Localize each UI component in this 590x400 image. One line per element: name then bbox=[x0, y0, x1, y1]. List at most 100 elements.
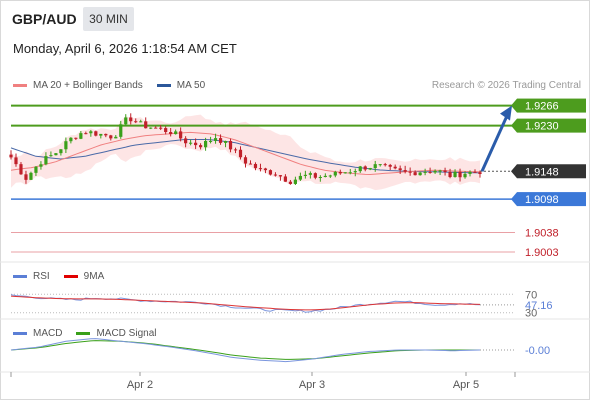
candle-body bbox=[194, 142, 198, 146]
candle-body bbox=[378, 164, 382, 166]
candle-body bbox=[363, 166, 367, 170]
candle-body bbox=[54, 153, 58, 156]
rsi-legend-label: RSI bbox=[33, 271, 50, 282]
candle-body bbox=[428, 171, 432, 173]
level-tag-pointer bbox=[511, 98, 517, 113]
candle-body bbox=[79, 133, 83, 139]
candle-body bbox=[69, 137, 73, 142]
candle-body bbox=[49, 155, 53, 157]
candle-body bbox=[238, 149, 243, 158]
candle-body bbox=[398, 168, 402, 171]
candle-body bbox=[99, 133, 103, 136]
level-tag-pointer bbox=[511, 164, 517, 179]
candle-body bbox=[64, 141, 68, 150]
candle-body bbox=[303, 174, 307, 176]
candle-body bbox=[458, 171, 462, 178]
level-tag-resistance bbox=[517, 118, 586, 133]
rsi-ma-line bbox=[10, 295, 481, 311]
candle-body bbox=[358, 166, 362, 172]
candle-body bbox=[338, 171, 342, 174]
candle-body bbox=[169, 132, 173, 135]
candle-body bbox=[129, 117, 133, 122]
candle-body bbox=[109, 135, 113, 139]
rsi-legend: RSI 9MA bbox=[13, 271, 118, 282]
pair-title: GBP/AUD bbox=[12, 11, 77, 27]
macd-last-value: -0.00 bbox=[525, 345, 550, 357]
candle-body bbox=[159, 127, 163, 129]
macd-legend-label: MACD bbox=[33, 328, 63, 339]
level-label: 1.9148 bbox=[525, 166, 559, 178]
macd-legend: MACD MACD Signal bbox=[13, 328, 170, 339]
candle-body bbox=[438, 170, 442, 172]
candle-body bbox=[189, 142, 193, 144]
candle-body bbox=[293, 179, 297, 184]
forecast-arrow-head bbox=[500, 105, 512, 121]
candle-body bbox=[144, 121, 148, 129]
ma50-legend-label: MA 50 bbox=[176, 80, 206, 91]
candle-body bbox=[119, 124, 123, 137]
candle-body bbox=[74, 137, 78, 139]
candle-body bbox=[29, 172, 33, 180]
credit-text: Research © 2026 Trading Central bbox=[431, 80, 581, 91]
candle-body bbox=[248, 163, 253, 165]
rsi-level-label: 30 bbox=[525, 308, 537, 320]
candle-body bbox=[298, 175, 302, 180]
ma50-swatch bbox=[156, 84, 171, 87]
candle-body bbox=[478, 172, 482, 175]
level-label: 1.9266 bbox=[525, 101, 559, 113]
rsi-ma-swatch bbox=[63, 275, 78, 278]
candle-body bbox=[208, 140, 213, 142]
candle-body bbox=[453, 171, 457, 178]
candle-body bbox=[39, 164, 43, 167]
candle-body bbox=[164, 128, 168, 133]
macd-signal-legend-label: MACD Signal bbox=[96, 328, 157, 339]
candle-body bbox=[443, 170, 447, 172]
bollinger-band bbox=[11, 114, 480, 191]
candle-body bbox=[383, 164, 387, 166]
candle-body bbox=[243, 157, 248, 164]
candle-body bbox=[273, 174, 278, 176]
candle-body bbox=[278, 175, 283, 177]
forecast-arrow-shaft bbox=[480, 112, 510, 172]
candle-body bbox=[343, 172, 347, 174]
rsi-swatch bbox=[13, 275, 27, 278]
level-tag-resistance bbox=[517, 98, 586, 113]
candle-body bbox=[258, 168, 263, 170]
x-axis-label: Apr 3 bbox=[299, 379, 325, 391]
macd-signal-line bbox=[10, 340, 480, 360]
rsi-last-value: 47.16 bbox=[525, 300, 553, 312]
timeframe-button[interactable]: 30 MIN bbox=[83, 7, 134, 31]
candle-body bbox=[393, 166, 397, 169]
candle-body bbox=[124, 117, 128, 125]
ma20-legend-label: MA 20 + Bollinger Bands bbox=[33, 80, 143, 91]
macd-line bbox=[10, 338, 481, 363]
datetime-label: Monday, April 6, 2026 1:18:54 AM CET bbox=[13, 41, 237, 56]
candle-body bbox=[114, 136, 118, 139]
candle-body bbox=[408, 171, 412, 173]
macd-signal-swatch bbox=[76, 332, 91, 335]
candle-body bbox=[228, 141, 233, 150]
ma20-line bbox=[10, 131, 481, 176]
candle-body bbox=[89, 131, 93, 134]
candle-body bbox=[333, 171, 337, 176]
candle-body bbox=[34, 166, 38, 173]
candle-body bbox=[353, 171, 357, 173]
x-axis-label: Apr 5 bbox=[453, 379, 479, 391]
candle-body bbox=[253, 163, 258, 169]
candle-body bbox=[463, 173, 467, 178]
candle-body bbox=[218, 138, 223, 143]
candle-body bbox=[19, 164, 23, 175]
candle-body bbox=[368, 168, 372, 170]
candle-body bbox=[348, 172, 352, 174]
rsi-line bbox=[10, 294, 481, 313]
candle-body bbox=[328, 175, 332, 177]
candle-body bbox=[373, 164, 377, 169]
candle-body bbox=[94, 131, 98, 136]
candle-body bbox=[433, 170, 437, 173]
level-tag-pointer bbox=[511, 118, 517, 133]
candle-body bbox=[268, 170, 273, 175]
candle-body bbox=[283, 176, 288, 182]
candle-body bbox=[388, 164, 392, 167]
rsi-ma-legend-label: 9MA bbox=[83, 271, 105, 282]
level-label: 1.9098 bbox=[525, 194, 559, 206]
